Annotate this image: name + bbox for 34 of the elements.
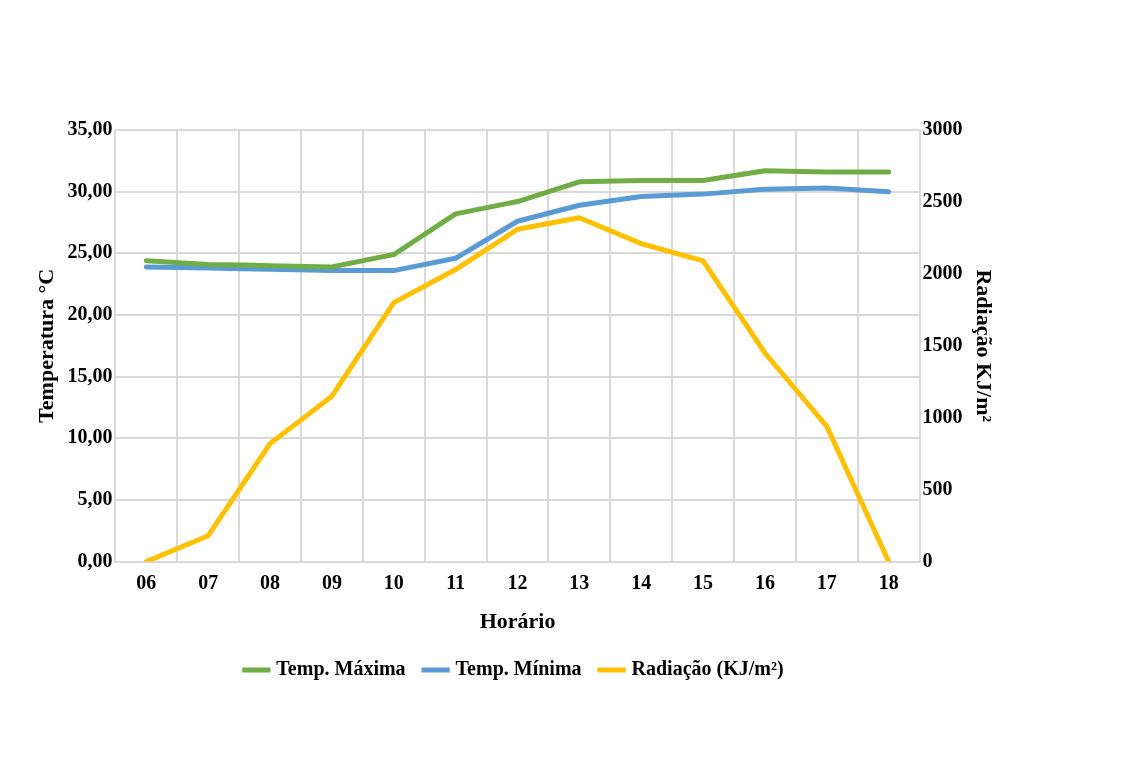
y2-axis-title: Radiação KJ/m²	[972, 269, 998, 423]
y2-tick-label: 500	[922, 476, 953, 499]
x-tick-label: 16	[754, 570, 775, 593]
y-tick-label: 35,00	[67, 117, 113, 140]
y-tick-label: 20,00	[67, 302, 113, 325]
legend-label: Temp. Mínima	[455, 657, 582, 681]
y-tick-label: 15,00	[67, 363, 113, 386]
x-tick-label: 07	[198, 570, 219, 593]
x-tick-label: 06	[136, 570, 157, 593]
y2-tick-label: 1000	[922, 404, 963, 427]
x-tick-label: 13	[569, 570, 590, 593]
x-tick-label: 17	[816, 570, 837, 593]
x-tick-label: 18	[878, 570, 899, 593]
legend-label: Temp. Máxima	[276, 657, 406, 681]
x-axis-title: Horário	[479, 608, 556, 634]
x-tick-label: 12	[507, 570, 528, 593]
x-tick-label: 08	[260, 570, 281, 593]
y-tick-label: 25,00	[67, 240, 113, 263]
y-tick-label: 30,00	[67, 178, 113, 201]
y-tick-label: 0,00	[77, 548, 113, 571]
x-tick-label: 15	[693, 570, 714, 593]
legend-label: Radiação (KJ/m²)	[631, 657, 784, 681]
x-tick-label: 14	[631, 570, 652, 593]
x-tick-label: 09	[321, 570, 342, 593]
y2-tick-label: 0	[922, 548, 933, 571]
y2-tick-label: 2000	[922, 261, 963, 284]
x-tick-label: 11	[446, 570, 466, 593]
y2-tick-label: 3000	[922, 117, 963, 140]
y2-tick-label: 2500	[922, 189, 963, 212]
y-axis-title: Temperatura °C	[32, 268, 58, 423]
y-tick-label: 5,00	[77, 487, 113, 510]
x-tick-label: 10	[383, 570, 404, 593]
y2-tick-label: 1500	[922, 332, 963, 355]
y-tick-label: 10,00	[67, 425, 113, 448]
